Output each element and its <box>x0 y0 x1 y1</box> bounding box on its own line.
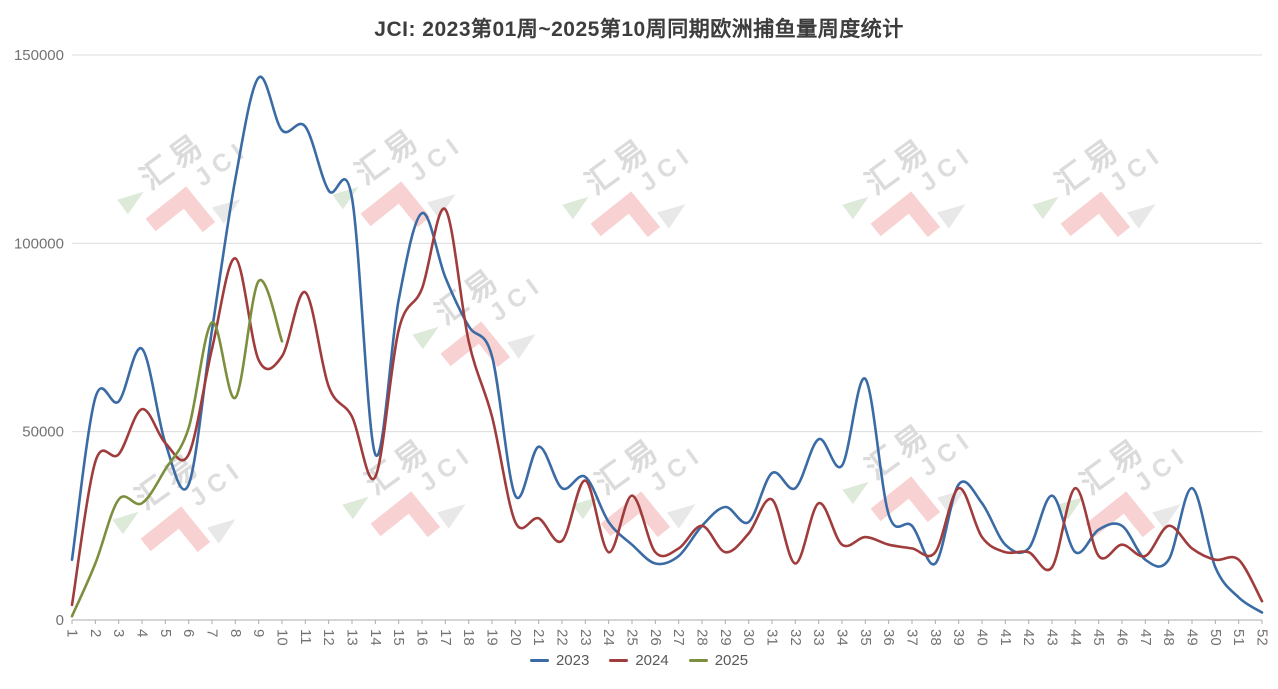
x-axis-label: 47 <box>1137 629 1154 646</box>
x-axis-label: 18 <box>460 629 477 646</box>
x-axis-label: 43 <box>1044 629 1061 646</box>
y-axis-label: 50000 <box>22 424 64 441</box>
x-axis-label: 14 <box>367 629 384 646</box>
x-axis-label: 13 <box>344 629 361 646</box>
x-axis-label: 40 <box>974 629 991 646</box>
x-axis-label: 19 <box>484 629 501 646</box>
x-axis-label: 15 <box>390 629 407 646</box>
legend: 2023 2024 2025 <box>0 652 1278 669</box>
x-axis-label: 27 <box>670 629 687 646</box>
x-axis-label: 4 <box>134 629 151 637</box>
x-axis-label: 36 <box>880 629 897 646</box>
x-axis-label: 44 <box>1067 629 1084 646</box>
legend-label: 2024 <box>635 652 669 669</box>
x-axis-label: 2 <box>87 629 104 637</box>
x-axis-label: 5 <box>157 629 174 637</box>
x-axis-label: 31 <box>764 629 781 646</box>
x-axis-label: 49 <box>1184 629 1201 646</box>
legend-item-2025: 2025 <box>688 652 749 669</box>
x-axis-label: 26 <box>647 629 664 646</box>
x-axis-label: 52 <box>1254 629 1271 646</box>
legend-label: 2025 <box>714 652 749 669</box>
legend-item-2023: 2023 <box>529 652 590 669</box>
x-axis-label: 10 <box>274 629 291 646</box>
x-axis-label: 34 <box>834 629 851 646</box>
chart-title: JCI: 2023第01周~2025第10周同期欧洲捕鱼量周度统计 <box>374 18 904 41</box>
y-axis-label: 150000 <box>14 47 64 64</box>
x-axis-label: 45 <box>1090 629 1107 646</box>
x-axis-label: 41 <box>997 629 1014 646</box>
x-axis-label: 24 <box>600 629 617 646</box>
legend-swatch-2024 <box>609 659 629 662</box>
series-line-2024 <box>70 207 1264 607</box>
x-axis-label: 37 <box>904 629 921 646</box>
legend-item-2024: 2024 <box>609 652 669 669</box>
x-axis-label: 6 <box>180 629 197 637</box>
x-axis-label: 11 <box>297 629 314 645</box>
series-line-2025 <box>70 278 284 618</box>
x-axis-label: 8 <box>227 629 244 637</box>
x-axis-label: 42 <box>1020 629 1037 646</box>
x-axis-label: 16 <box>414 629 431 646</box>
x-axis-label: 7 <box>204 629 221 637</box>
x-axis-label: 48 <box>1160 629 1177 646</box>
x-axis-label: 17 <box>437 629 454 646</box>
x-axis-label: 30 <box>740 629 757 646</box>
x-axis-label: 3 <box>110 629 127 637</box>
x-axis-label: 1 <box>64 629 81 637</box>
series-line-2023 <box>70 75 1264 614</box>
x-axis-label: 9 <box>250 629 267 637</box>
x-axis-label: 29 <box>717 629 734 646</box>
x-axis-label: 32 <box>787 629 804 646</box>
x-axis-label: 28 <box>694 629 711 646</box>
legend-label: 2023 <box>555 652 590 669</box>
x-axis-label: 25 <box>624 629 641 646</box>
x-axis-label: 51 <box>1230 629 1247 646</box>
x-axis-label: 38 <box>927 629 944 646</box>
x-axis-label: 33 <box>810 629 827 646</box>
x-axis-label: 50 <box>1207 629 1224 646</box>
x-axis-label: 12 <box>320 629 337 646</box>
x-axis-label: 39 <box>950 629 967 646</box>
y-axis-label: 100000 <box>14 235 64 252</box>
x-axis-label: 35 <box>857 629 874 646</box>
x-axis-label: 22 <box>554 629 571 646</box>
legend-swatch-2025 <box>688 659 708 662</box>
x-axis-label: 23 <box>577 629 594 646</box>
x-axis-label: 20 <box>507 629 524 646</box>
x-axis-label: 46 <box>1114 629 1131 646</box>
x-axis-label: 21 <box>530 629 547 646</box>
y-axis-label: 0 <box>56 612 64 629</box>
legend-swatch-2023 <box>529 659 549 662</box>
